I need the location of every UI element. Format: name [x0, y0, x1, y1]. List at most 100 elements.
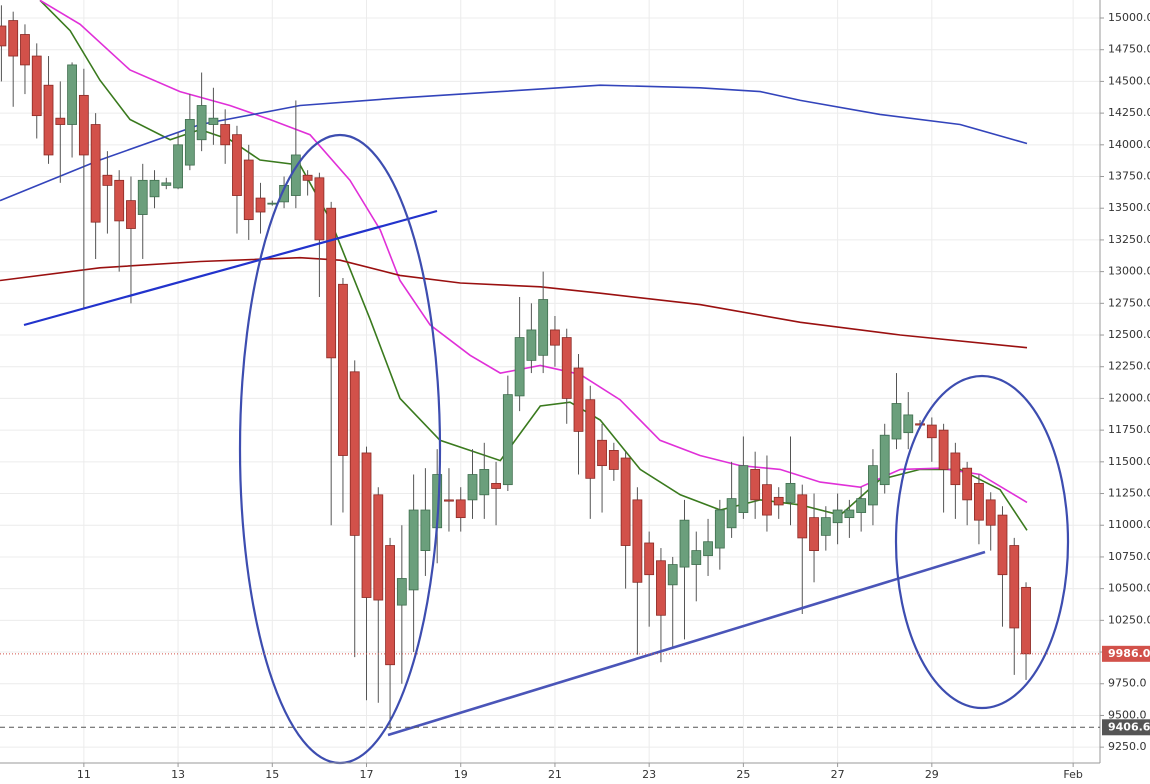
candle-body: [267, 202, 278, 205]
candle-body: [479, 469, 490, 496]
x-tick-label: 13: [171, 768, 185, 781]
y-tick-label: 10500.0: [1108, 582, 1150, 595]
candle-body: [573, 367, 584, 432]
candle-body: [137, 179, 148, 215]
candle-body: [762, 484, 772, 516]
x-tick-label: 29: [925, 768, 939, 781]
candle-body: [644, 542, 655, 576]
price-label: 9986.0: [1108, 647, 1150, 660]
y-tick-label: 13250.0: [1108, 233, 1150, 246]
candle-body: [656, 560, 666, 616]
y-tick-label: 10750.0: [1108, 550, 1150, 563]
candle-body: [974, 482, 984, 521]
candle-body: [785, 482, 796, 503]
candle-body: [126, 200, 136, 229]
candle-body: [114, 179, 125, 222]
candle-body: [302, 174, 313, 181]
candle-body: [797, 494, 808, 539]
candle-body: [220, 124, 231, 146]
price-label-box: [1102, 645, 1150, 662]
candle-body: [809, 517, 819, 551]
candle-body: [102, 174, 113, 186]
candle-body: [338, 283, 348, 456]
candle-body: [0, 25, 7, 47]
candle-body: [985, 499, 996, 526]
y-tick-label: 12250.0: [1108, 360, 1150, 373]
candle-body: [420, 509, 431, 551]
candle-body: [255, 197, 266, 213]
candle-body: [856, 498, 867, 513]
x-tick-label: 21: [548, 768, 562, 781]
candle-body: [844, 509, 855, 519]
candle-body: [868, 465, 878, 506]
candle-body: [208, 117, 219, 125]
candle-body: [149, 179, 160, 198]
candle-body: [31, 55, 42, 117]
candle-body: [585, 399, 596, 479]
x-tick-label: 27: [831, 768, 845, 781]
x-tick-label: 25: [736, 768, 750, 781]
candle-body: [703, 541, 713, 557]
y-tick-label: 14500.0: [1108, 74, 1150, 87]
candle-body: [20, 34, 30, 66]
candle-body: [491, 482, 501, 489]
candle-body: [879, 434, 890, 486]
candle-body: [90, 124, 101, 223]
x-tick-label: 17: [360, 768, 374, 781]
candle-body: [714, 509, 725, 549]
candle-body: [691, 550, 702, 565]
candle-body: [620, 457, 631, 546]
x-tick-label: 11: [77, 768, 91, 781]
candle-body: [667, 564, 678, 586]
y-tick-label: 11250.0: [1108, 487, 1150, 500]
candle-body: [926, 424, 937, 439]
candle-body: [184, 119, 195, 166]
candle-body: [467, 474, 478, 501]
candle-body: [161, 182, 172, 186]
candle-body: [444, 499, 454, 502]
candle-body: [361, 452, 372, 598]
x-tick-label: 15: [265, 768, 279, 781]
candle-body: [67, 64, 77, 125]
y-tick-label: 10250.0: [1108, 613, 1150, 626]
price-label-box: [1102, 719, 1150, 736]
candle-body: [385, 545, 395, 666]
candle-body: [455, 499, 466, 519]
candle-body: [608, 450, 619, 470]
y-tick-label: 9500.0: [1108, 708, 1147, 721]
candle-body: [349, 371, 360, 536]
y-tick-label: 9750.0: [1108, 677, 1147, 690]
grid: [0, 0, 1100, 763]
candle-body: [1009, 545, 1020, 629]
y-tick-label: 11750.0: [1108, 423, 1150, 436]
candle-body: [938, 429, 949, 470]
y-tick-label: 12750.0: [1108, 296, 1150, 309]
trend-line: [387, 550, 986, 737]
candle-body: [314, 177, 325, 241]
x-tick-label: 23: [642, 768, 656, 781]
annotations: [23, 133, 1070, 765]
y-tick-label: 11500.0: [1108, 455, 1150, 468]
candle-body: [1021, 586, 1031, 655]
candle-body: [679, 519, 690, 568]
candle-body: [561, 337, 572, 399]
candle-body: [773, 496, 784, 506]
candle-body: [173, 144, 183, 189]
candle-body: [962, 467, 973, 501]
moving-average: [39, 0, 1028, 504]
candle-body: [550, 329, 560, 346]
y-tick-label: 13000.0: [1108, 265, 1150, 278]
candle-body: [891, 403, 902, 440]
y-tick-label: 13500.0: [1108, 201, 1150, 214]
candle-body: [408, 509, 419, 591]
y-tick-label: 14250.0: [1108, 106, 1150, 119]
candle-body: [8, 20, 19, 57]
candle-body: [279, 184, 289, 203]
candle-body: [597, 439, 607, 467]
trend-line: [23, 209, 438, 327]
y-tick-label: 12000.0: [1108, 391, 1150, 404]
candle-body: [55, 117, 66, 125]
candle-body: [243, 159, 254, 221]
candle-body: [373, 494, 384, 601]
